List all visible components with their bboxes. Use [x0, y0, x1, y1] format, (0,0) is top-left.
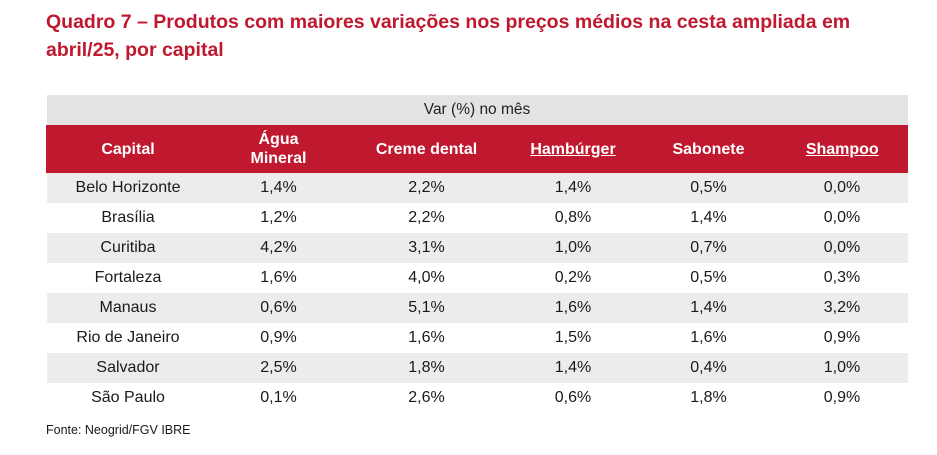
cell-value: 1,6%: [347, 323, 506, 353]
column-header-creme-dental: Creme dental: [347, 125, 506, 173]
cell-value: 1,4%: [640, 203, 777, 233]
cell-value: 2,2%: [347, 173, 506, 203]
column-header-agua-mineral: Água Mineral: [209, 125, 348, 173]
cell-value: 0,2%: [505, 263, 641, 293]
cell-capital: Fortaleza: [46, 263, 210, 293]
cell-value: 0,0%: [776, 173, 908, 203]
cell-value: 1,4%: [505, 173, 641, 203]
table-row: Belo Horizonte 1,4% 2,2% 1,4% 0,5% 0,0%: [46, 173, 908, 203]
cell-value: 4,0%: [347, 263, 506, 293]
cell-value: 1,6%: [209, 263, 348, 293]
column-header-hamburger: Hambúrger: [505, 125, 641, 173]
table-row: Fortaleza 1,6% 4,0% 0,2% 0,5% 0,3%: [46, 263, 908, 293]
cell-capital: Manaus: [46, 293, 210, 323]
cell-value: 1,5%: [505, 323, 641, 353]
column-header-shampoo: Shampoo: [775, 125, 908, 173]
table-row: São Paulo 0,1% 2,6% 0,6% 1,8% 0,9%: [46, 383, 908, 413]
group-header-row: Var (%) no mês: [46, 95, 908, 125]
column-header-sabonete: Sabonete: [640, 125, 777, 173]
cell-value: 1,0%: [776, 353, 908, 383]
cell-value: 0,5%: [640, 263, 777, 293]
table-row: Brasília 1,2% 2,2% 0,8% 1,4% 0,0%: [46, 203, 908, 233]
cell-value: 0,0%: [776, 233, 908, 263]
cell-capital: Brasília: [46, 203, 210, 233]
cell-value: 0,5%: [640, 173, 777, 203]
cell-value: 1,6%: [505, 293, 641, 323]
cell-capital: Rio de Janeiro: [46, 323, 210, 353]
cell-value: 1,4%: [505, 353, 641, 383]
cell-value: 1,6%: [640, 323, 777, 353]
price-variation-table: Var (%) no mês Capital Água Mineral Crem…: [46, 95, 908, 413]
cell-value: 0,1%: [209, 383, 348, 413]
table-row: Manaus 0,6% 5,1% 1,6% 1,4% 3,2%: [46, 293, 908, 323]
table-row: Salvador 2,5% 1,8% 1,4% 0,4% 1,0%: [46, 353, 908, 383]
cell-value: 0,9%: [776, 323, 908, 353]
cell-value: 0,6%: [209, 293, 348, 323]
cell-value: 0,6%: [505, 383, 641, 413]
cell-value: 0,8%: [505, 203, 641, 233]
cell-value: 1,8%: [347, 353, 506, 383]
cell-value: 1,4%: [640, 293, 777, 323]
cell-value: 0,0%: [776, 203, 908, 233]
cell-value: 2,6%: [347, 383, 506, 413]
cell-value: 1,8%: [640, 383, 777, 413]
column-header-capital: Capital: [46, 125, 210, 173]
cell-value: 5,1%: [347, 293, 506, 323]
cell-value: 1,0%: [505, 233, 641, 263]
cell-value: 0,9%: [209, 323, 348, 353]
cell-value: 4,2%: [209, 233, 348, 263]
cell-capital: Curitiba: [46, 233, 210, 263]
table-row: Rio de Janeiro 0,9% 1,6% 1,5% 1,6% 0,9%: [46, 323, 908, 353]
cell-value: 0,7%: [640, 233, 777, 263]
cell-value: 3,2%: [776, 293, 908, 323]
page-title: Quadro 7 – Produtos com maiores variaçõe…: [46, 11, 851, 61]
source-note: Fonte: Neogrid/FGV IBRE: [46, 423, 191, 437]
column-header-row: Capital Água Mineral Creme dental Hambúr…: [46, 125, 908, 173]
cell-value: 3,1%: [347, 233, 506, 263]
cell-value: 0,9%: [776, 383, 908, 413]
cell-value: 2,2%: [347, 203, 506, 233]
cell-value: 0,4%: [640, 353, 777, 383]
cell-value: 0,3%: [776, 263, 908, 293]
cell-value: 2,5%: [209, 353, 348, 383]
cell-capital: Belo Horizonte: [46, 173, 210, 203]
cell-capital: Salvador: [46, 353, 210, 383]
cell-capital: São Paulo: [46, 383, 210, 413]
cell-value: 1,4%: [209, 173, 348, 203]
group-header: Var (%) no mês: [46, 95, 908, 125]
cell-value: 1,2%: [209, 203, 348, 233]
table-row: Curitiba 4,2% 3,1% 1,0% 0,7% 0,0%: [46, 233, 908, 263]
